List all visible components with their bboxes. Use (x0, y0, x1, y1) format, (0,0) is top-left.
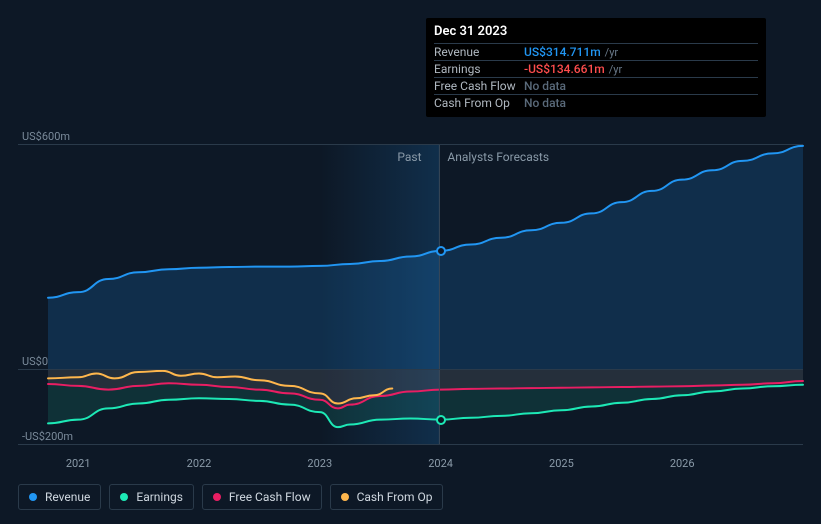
chart-marker-revenue (436, 246, 446, 256)
x-axis-label: 2022 (187, 457, 212, 470)
y-axis-label: US$0 (22, 355, 48, 368)
tooltip-row-value: US$314.711m (524, 45, 601, 59)
tooltip-row-value: No data (524, 79, 566, 93)
chart-tooltip: Dec 31 2023 RevenueUS$314.711m/yrEarning… (426, 18, 766, 117)
y-gridline (18, 444, 803, 445)
tooltip-row-label: Revenue (434, 45, 524, 59)
legend-dot-icon (120, 493, 128, 501)
tooltip-row-unit: /yr (609, 63, 622, 76)
tooltip-row-label: Cash From Op (434, 96, 524, 110)
forecast-section-label: Analysts Forecasts (447, 150, 549, 164)
y-gridline (18, 144, 803, 145)
tooltip-row-label: Free Cash Flow (434, 79, 524, 93)
x-axis-label: 2026 (670, 457, 695, 470)
y-axis-label: -US$200m (22, 430, 73, 443)
legend-label: Earnings (136, 490, 183, 504)
tooltip-date: Dec 31 2023 (434, 24, 758, 43)
x-axis-label: 2025 (549, 457, 574, 470)
legend-dot-icon (29, 493, 37, 501)
legend-item-fcf[interactable]: Free Cash Flow (202, 484, 322, 510)
legend-label: Revenue (45, 490, 90, 504)
tooltip-row-label: Earnings (434, 62, 524, 76)
chart-marker-earnings (436, 415, 446, 425)
y-axis-label: US$600m (22, 130, 70, 143)
tooltip-row: Cash From OpNo data (434, 94, 758, 111)
x-axis-label: 2021 (66, 457, 91, 470)
tooltip-row-value: -US$134.661m (524, 62, 605, 76)
legend-item-cfo[interactable]: Cash From Op (330, 484, 444, 510)
tooltip-row-value: No data (524, 96, 566, 110)
legend-label: Cash From Op (357, 490, 433, 504)
tooltip-row-unit: /yr (605, 46, 618, 59)
legend-dot-icon (341, 493, 349, 501)
legend-item-earnings[interactable]: Earnings (109, 484, 194, 510)
financials-chart: US$600m US$0 -US$200m 2021 2022 2023 2024 2025… (0, 0, 821, 524)
x-axis-label: 2024 (428, 457, 453, 470)
tooltip-row: RevenueUS$314.711m/yr (434, 43, 758, 60)
past-section-label: Past (397, 150, 421, 164)
tooltip-row: Earnings-US$134.661m/yr (434, 60, 758, 77)
legend-label: Free Cash Flow (229, 490, 311, 504)
y-gridline (18, 369, 803, 370)
x-axis-label: 2023 (307, 457, 332, 470)
legend-item-revenue[interactable]: Revenue (18, 484, 101, 510)
legend-dot-icon (213, 493, 221, 501)
tooltip-row: Free Cash FlowNo data (434, 77, 758, 94)
chart-legend: Revenue Earnings Free Cash Flow Cash From O… (18, 484, 443, 510)
